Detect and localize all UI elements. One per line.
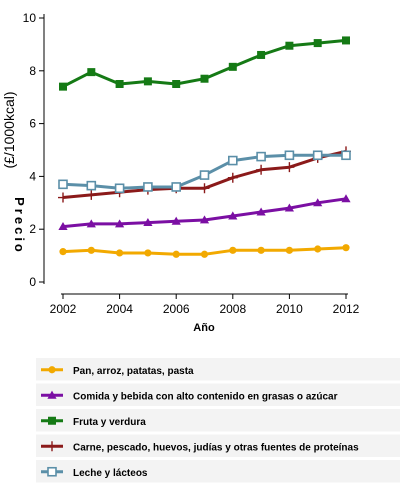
y-axis-title: (£/1000kcal) — [1, 91, 17, 168]
legend-item-bg — [36, 383, 400, 406]
data-point — [200, 74, 209, 83]
data-point — [342, 244, 350, 252]
data-point — [284, 150, 295, 161]
data-point — [58, 179, 68, 190]
data-point — [257, 246, 265, 254]
data-point — [285, 246, 293, 254]
data-point — [143, 218, 153, 227]
data-point — [172, 250, 180, 258]
x-tick-label: 2002 — [50, 302, 77, 316]
legend-swatch-marker — [47, 390, 57, 399]
data-point — [341, 194, 351, 203]
data-point — [313, 198, 323, 207]
y-tick-label: 8 — [29, 64, 36, 78]
legend-item: Fruta y verdura — [36, 409, 400, 432]
data-point — [59, 82, 67, 91]
data-point — [227, 172, 238, 183]
y-tick-label: 0 — [29, 275, 36, 289]
data-point — [256, 207, 266, 216]
data-point — [199, 215, 210, 224]
legend-item-bg — [36, 434, 400, 457]
y-tick-label: 10 — [23, 11, 37, 25]
y-tick-label: 2 — [29, 222, 36, 236]
legend-item-bg — [36, 460, 400, 483]
data-point — [228, 211, 238, 220]
series-2 — [58, 194, 351, 231]
x-tick-label: 2012 — [333, 302, 360, 316]
data-point — [257, 50, 266, 59]
data-point — [114, 183, 125, 194]
legend-label: Carne, pescado, huevos, judías y otras f… — [73, 442, 359, 453]
data-point — [172, 80, 181, 88]
legend-swatch-marker — [48, 366, 56, 374]
legend-label: Leche y lácteos — [73, 468, 148, 479]
legend-item: Comida y bebida con alto contenido en gr… — [36, 383, 400, 406]
legend-swatch-marker — [47, 441, 57, 452]
x-tick-label: 2006 — [163, 302, 190, 316]
data-point — [87, 68, 96, 77]
data-point — [284, 203, 294, 212]
data-point — [86, 180, 97, 191]
data-point — [115, 219, 125, 228]
data-point — [285, 41, 294, 50]
data-point — [116, 249, 124, 257]
data-point — [59, 248, 67, 256]
data-point — [87, 246, 95, 254]
legend-label: Comida y bebida con alto contenido en gr… — [73, 391, 338, 402]
legend: Pan, arroz, patatas, pasta Comida y bebid… — [36, 358, 400, 483]
legend-item-bg — [36, 358, 400, 381]
legend-swatch-marker — [47, 466, 57, 477]
data-point — [284, 162, 295, 173]
data-point — [171, 182, 181, 192]
series-5 — [58, 150, 351, 194]
data-point — [229, 246, 237, 254]
series-layer — [58, 36, 351, 258]
data-point — [144, 249, 152, 257]
x-tick-label: 2010 — [276, 302, 303, 316]
legend-swatch-marker — [48, 416, 56, 425]
data-point — [58, 221, 68, 231]
legend-item: Leche y lácteos — [36, 460, 400, 483]
data-point — [199, 183, 210, 194]
data-point — [143, 182, 153, 192]
legend-label: Fruta y verdura — [73, 417, 146, 428]
data-point — [341, 150, 351, 161]
x-axis-title: Año — [193, 322, 215, 334]
data-point — [256, 151, 266, 162]
legend-item: Carne, pescado, huevos, judías y otras f… — [36, 434, 400, 457]
y-tick-label: 4 — [29, 169, 36, 183]
x-tick-label: 2004 — [106, 302, 133, 316]
legend-label: Pan, arroz, patatas, pasta — [73, 366, 194, 377]
data-point — [86, 219, 96, 228]
y-axis-subtitle: Precio — [12, 197, 27, 255]
series-1 — [59, 244, 350, 258]
data-point — [256, 164, 267, 175]
data-point — [342, 36, 350, 45]
data-point — [313, 39, 322, 48]
x-tick-label: 2008 — [219, 302, 246, 316]
y-tick-label: 6 — [29, 117, 36, 131]
data-point — [171, 216, 181, 225]
data-point — [200, 250, 209, 258]
data-point — [86, 189, 97, 200]
data-point — [143, 77, 152, 86]
data-point — [199, 170, 210, 180]
series-3 — [59, 36, 350, 91]
data-point — [312, 150, 323, 161]
data-point — [58, 192, 68, 203]
data-point — [115, 80, 124, 88]
data-point — [228, 155, 238, 166]
data-point — [228, 62, 237, 71]
axes: 0 2 4 6 8 10 2002 2004 2006 2008 2010 2012 Año (£/100… — [1, 11, 360, 334]
legend-item-bg — [36, 409, 400, 432]
legend-item: Pan, arroz, patatas, pasta — [36, 358, 400, 381]
data-point — [314, 245, 322, 253]
